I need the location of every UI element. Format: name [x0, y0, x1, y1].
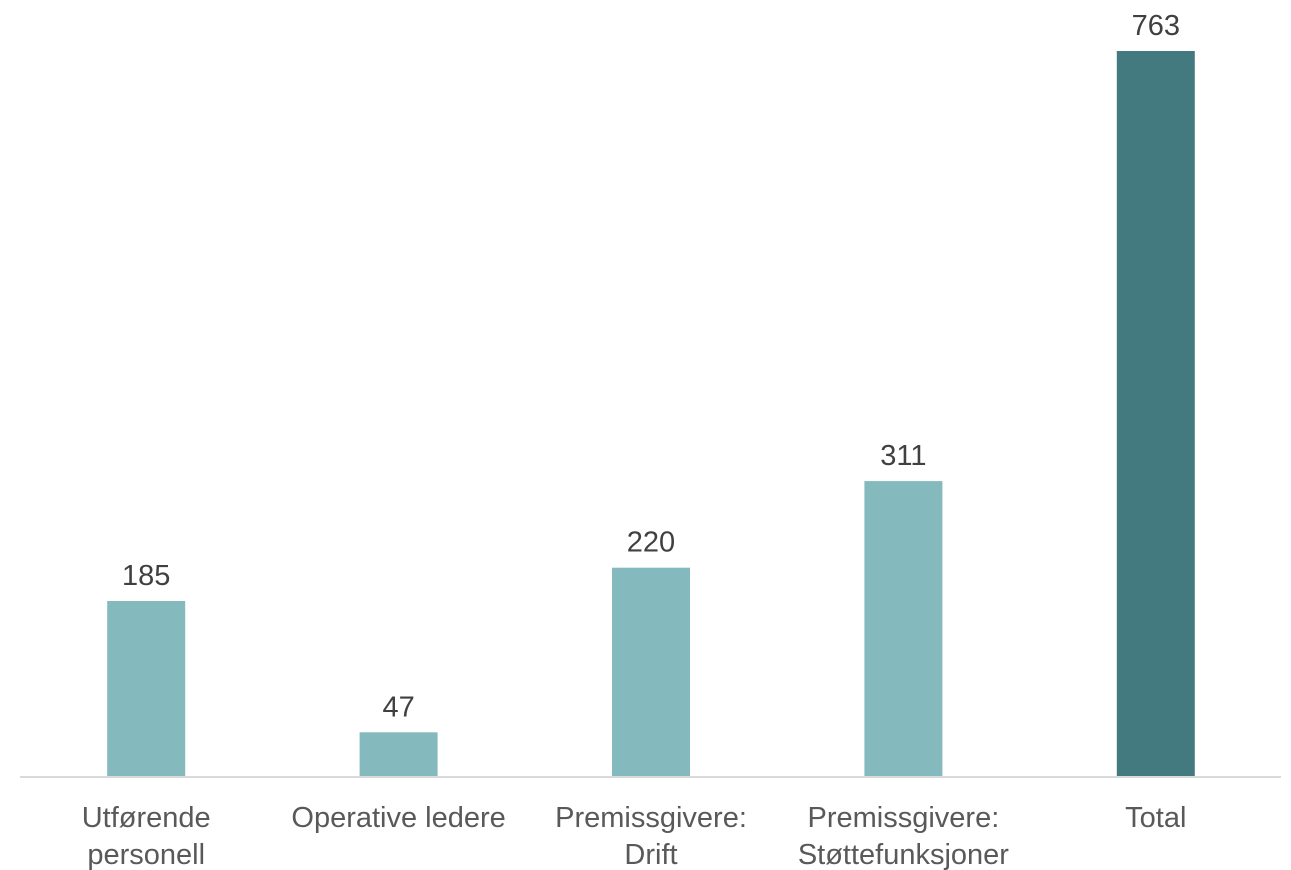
category-label-2-line-0: Premissgivere: [555, 802, 747, 834]
bar-4 [1116, 51, 1195, 777]
value-label-1: 47 [382, 691, 414, 723]
bar-3 [864, 481, 943, 777]
category-label-0: Utførende personell [82, 802, 211, 870]
category-label-4-line-0: Total [1125, 802, 1186, 834]
category-label-1-line-0: Operative ledere [291, 802, 505, 834]
category-label-0-line-0: Utførende [82, 802, 211, 834]
category-label-1: Operative ledere [291, 802, 505, 834]
bar-1 [359, 732, 438, 777]
category-labels-layer: Utførende personell Operative ledere Premis… [82, 802, 1187, 870]
category-label-3-line-1: Støttefunksjoner [798, 839, 1009, 870]
value-label-4: 763 [1132, 10, 1180, 42]
category-label-2-line-1: Drift [624, 839, 677, 870]
bar-2 [612, 567, 690, 777]
category-label-3-line-0: Premissgivere: [808, 802, 1000, 834]
value-label-2: 220 [627, 527, 675, 559]
value-label-3: 311 [880, 440, 926, 472]
category-label-2: Premissgivere: Drift [555, 802, 747, 870]
category-label-0-line-1: personell [87, 839, 205, 870]
value-labels-layer: 185 47 220 311 763 [122, 10, 1180, 723]
category-label-3: Premissgivere: Støttefunksjoner [798, 802, 1009, 870]
value-label-0: 185 [122, 560, 170, 592]
bars-layer [107, 51, 1195, 777]
bar-0 [107, 601, 186, 777]
category-label-4: Total [1125, 802, 1186, 834]
